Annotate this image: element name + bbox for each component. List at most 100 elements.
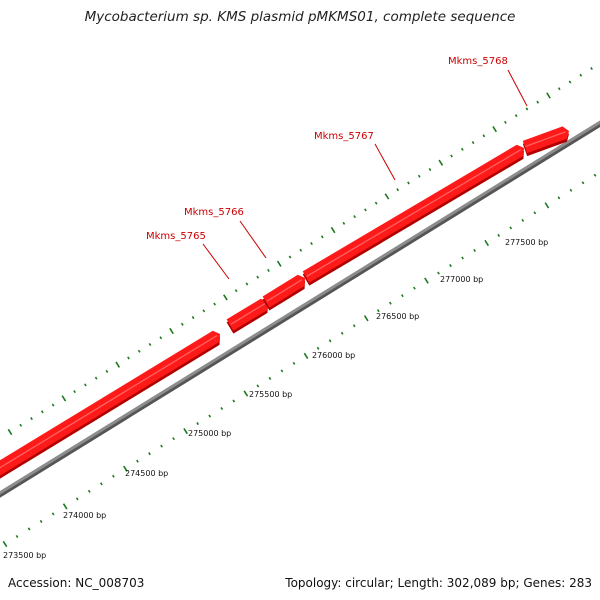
gene-leader-line xyxy=(239,220,267,259)
upper-tick-mark xyxy=(384,193,390,200)
upper-tick-mark xyxy=(276,260,282,267)
lower-tick-mark xyxy=(123,465,128,472)
upper-tick-mark xyxy=(19,423,23,427)
lower-tick-mark xyxy=(328,339,332,343)
lower-tick-mark xyxy=(484,239,490,247)
gene-leader-line xyxy=(507,69,528,107)
lower-tick-mark xyxy=(509,226,513,230)
upper-tick-mark xyxy=(169,327,174,335)
scale-label: 276500 bp xyxy=(376,312,419,321)
lower-tick-mark xyxy=(401,294,404,298)
lower-tick-mark xyxy=(2,540,8,548)
scale-label: 274000 bp xyxy=(63,511,106,520)
lower-tick-mark xyxy=(148,452,151,456)
lower-tick-mark xyxy=(160,444,163,448)
upper-tick-mark xyxy=(94,376,98,380)
scale-label: 277000 bp xyxy=(440,275,483,284)
upper-tick-mark xyxy=(213,302,216,306)
upper-tick-mark xyxy=(514,114,518,118)
upper-tick-mark xyxy=(191,316,195,320)
backbone-shadow xyxy=(0,121,600,498)
upper-tick-mark xyxy=(40,410,44,414)
upper-tick-mark xyxy=(407,181,410,185)
upper-tick-mark xyxy=(438,159,444,166)
upper-tick-mark xyxy=(127,356,130,360)
lower-tick-mark xyxy=(15,534,19,539)
upper-tick-mark xyxy=(30,417,33,421)
scale-label: 275000 bp xyxy=(188,429,231,438)
gene-label[interactable]: Mkms_5765 xyxy=(146,231,206,242)
lower-tick-mark xyxy=(449,264,452,268)
accession-label: Accession: NC_008703 xyxy=(8,576,145,590)
gene-label-track: Mkms_5765 Mkms_5766 Mkms_5767 Mkms_5768 xyxy=(146,56,528,280)
upper-tick-mark xyxy=(460,147,464,151)
upper-tick-mark xyxy=(320,235,324,239)
lower-tick-mark xyxy=(27,527,31,531)
gene-arrow[interactable] xyxy=(0,330,220,483)
upper-tick-mark xyxy=(7,428,13,436)
lower-tick-mark xyxy=(196,422,200,426)
gene-arrow[interactable] xyxy=(226,298,268,334)
gene-label[interactable]: Mkms_5768 xyxy=(448,56,508,67)
upper-tick-mark xyxy=(492,125,498,133)
upper-tick-mark xyxy=(105,369,109,373)
lower-tick-mark xyxy=(352,324,356,328)
map-title: Mycobacterium sp. KMS plasmid pMKMS01, c… xyxy=(84,9,516,25)
gene-arrow-highlight xyxy=(525,131,566,147)
gene-arrow[interactable] xyxy=(522,126,569,157)
upper-tick-mark xyxy=(137,349,141,353)
gene-arrow-highlight xyxy=(306,149,522,277)
upper-tick-mark xyxy=(568,80,572,84)
upper-tick-mark xyxy=(450,154,453,158)
upper-tick-mark xyxy=(353,215,356,219)
upper-tick-mark xyxy=(342,221,346,225)
scale-label: 273500 bp xyxy=(3,551,46,560)
lower-tick-mark xyxy=(557,196,561,200)
upper-tick-mark xyxy=(482,134,486,138)
upper-tick-mark xyxy=(299,248,303,252)
scale-label: 277500 bp xyxy=(505,238,548,247)
lower-tick-mark xyxy=(292,361,296,365)
lower-tick-mark xyxy=(99,482,103,486)
upper-tick-mark xyxy=(557,87,561,91)
upper-tick-mark xyxy=(256,275,260,279)
upper-tick-mark xyxy=(180,322,184,326)
lower-tick-mark xyxy=(268,376,272,380)
lower-tick-mark xyxy=(593,173,597,177)
lower-tick-mark xyxy=(51,512,55,516)
gene-arrow-highlight xyxy=(0,335,218,469)
lower-tick-mark xyxy=(172,437,175,441)
gene-track xyxy=(0,126,569,483)
gene-arrow[interactable] xyxy=(262,274,305,311)
lower-tick-mark xyxy=(183,427,188,435)
lower-tick-track xyxy=(2,173,597,548)
lower-tick-mark xyxy=(220,407,224,411)
upper-tick-mark xyxy=(504,120,507,124)
lower-tick-mark xyxy=(533,211,537,215)
gene-arrow[interactable] xyxy=(302,144,524,286)
upper-tick-mark xyxy=(148,342,152,347)
lower-tick-mark xyxy=(340,331,344,335)
topology-stats-label: Topology: circular; Length: 302,089 bp; … xyxy=(285,576,592,590)
lower-tick-mark xyxy=(303,352,309,359)
lower-tick-mark xyxy=(280,369,284,373)
upper-tick-mark xyxy=(428,167,432,172)
lower-tick-mark xyxy=(256,384,260,388)
lower-tick-mark xyxy=(243,390,249,397)
upper-tick-mark xyxy=(159,336,163,340)
lower-tick-mark xyxy=(87,489,91,493)
upper-tick-mark xyxy=(234,289,238,293)
upper-tick-mark xyxy=(245,282,249,286)
gene-label[interactable]: Mkms_5766 xyxy=(184,207,244,218)
upper-tick-mark xyxy=(73,390,76,394)
gene-leader-line xyxy=(374,143,396,181)
upper-tick-mark xyxy=(471,141,475,145)
gene-label[interactable]: Mkms_5767 xyxy=(314,131,374,142)
lower-tick-mark xyxy=(363,315,369,322)
upper-tick-mark xyxy=(364,208,367,212)
gene-leader-line xyxy=(202,243,230,280)
lower-tick-mark xyxy=(581,181,585,185)
lower-tick-mark xyxy=(544,202,550,209)
